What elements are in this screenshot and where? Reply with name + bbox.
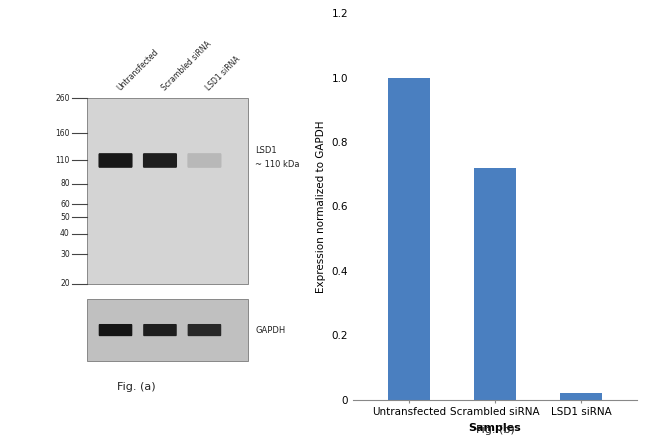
Text: Fig. (b): Fig. (b) (476, 425, 514, 435)
Text: LSD1 siRNA: LSD1 siRNA (205, 55, 242, 92)
Text: 260: 260 (55, 94, 70, 103)
Y-axis label: Expression normalized to GAPDH: Expression normalized to GAPDH (316, 120, 326, 293)
Bar (87, 299, 248, 361)
Bar (474, 168, 515, 400)
Text: Untransfected: Untransfected (116, 48, 161, 92)
Text: Fig. (a): Fig. (a) (117, 382, 156, 392)
FancyBboxPatch shape (143, 324, 177, 336)
Text: 160: 160 (55, 129, 70, 138)
Text: GAPDH: GAPDH (255, 325, 285, 335)
Text: 110: 110 (55, 156, 70, 165)
FancyBboxPatch shape (143, 153, 177, 168)
FancyBboxPatch shape (99, 324, 133, 336)
Text: 20: 20 (60, 279, 70, 288)
FancyBboxPatch shape (98, 153, 133, 168)
Text: Scrambled siRNA: Scrambled siRNA (160, 40, 213, 92)
FancyBboxPatch shape (187, 153, 222, 168)
X-axis label: Samples: Samples (469, 423, 521, 433)
Text: 60: 60 (60, 200, 70, 209)
Text: ~ 110 kDa: ~ 110 kDa (255, 160, 300, 169)
Text: 80: 80 (60, 179, 70, 188)
Bar (87, 98, 248, 284)
Bar (560, 393, 602, 400)
Text: LSD1: LSD1 (255, 147, 277, 155)
Bar (388, 78, 430, 400)
Text: 30: 30 (60, 250, 70, 259)
Text: 40: 40 (60, 229, 70, 238)
Text: 50: 50 (60, 213, 70, 222)
FancyBboxPatch shape (188, 324, 221, 336)
